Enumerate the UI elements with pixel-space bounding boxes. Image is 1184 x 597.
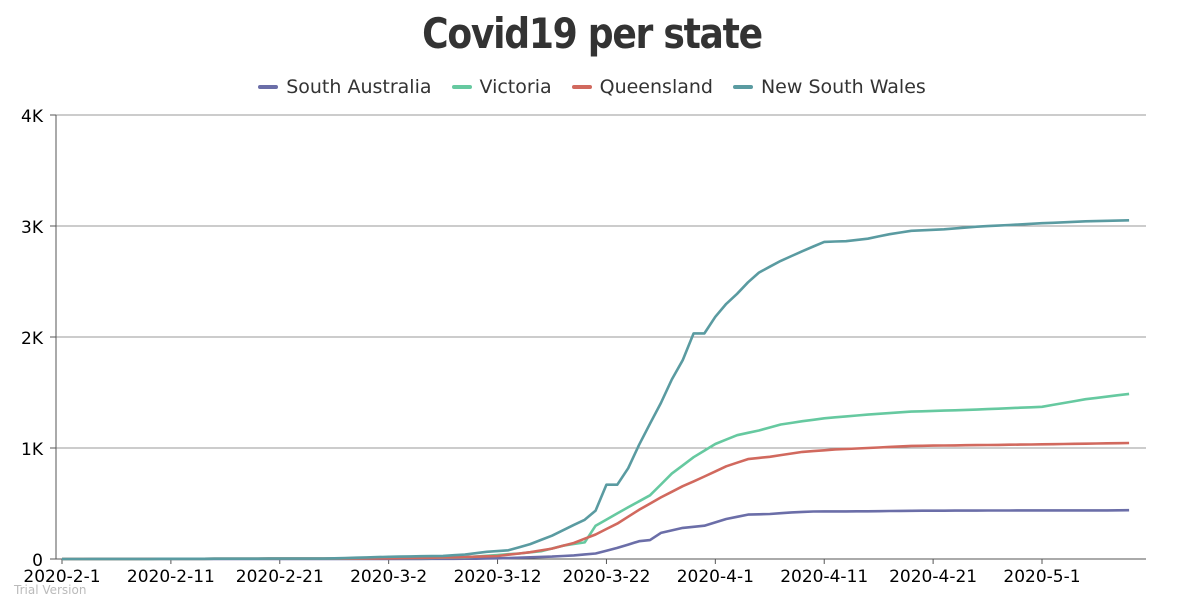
legend-label-south-australia: South Australia bbox=[286, 76, 432, 98]
legend-item-queensland[interactable]: Queensland bbox=[571, 74, 713, 100]
series-line-new-south-wales bbox=[62, 219, 1130, 561]
x-tick-label: 2020-5-1 bbox=[1003, 567, 1080, 587]
legend-item-victoria[interactable]: Victoria bbox=[451, 74, 552, 100]
legend-item-south-australia[interactable]: South Australia bbox=[258, 74, 432, 100]
x-tick-label: 2020-2-11 bbox=[127, 567, 215, 587]
legend-item-new-south-wales[interactable]: New South Wales bbox=[732, 74, 926, 100]
x-tick-label: 2020-4-1 bbox=[677, 567, 754, 587]
x-tick-label: 2020-2-21 bbox=[236, 567, 324, 587]
legend-swatch-new-south-wales bbox=[732, 85, 753, 89]
y-tick-label: 4K bbox=[21, 107, 44, 127]
series-line-queensland bbox=[62, 441, 1130, 561]
legend-swatch-queensland bbox=[571, 85, 592, 89]
watermark: Trial Version bbox=[14, 583, 87, 597]
legend-swatch-victoria bbox=[451, 85, 472, 89]
legend-swatch-south-australia bbox=[258, 85, 279, 89]
x-tick-label: 2020-4-21 bbox=[889, 567, 977, 587]
x-tick-label: 2020-4-11 bbox=[780, 567, 868, 587]
legend: South Australia Victoria Queensland New … bbox=[0, 74, 1184, 100]
axes bbox=[50, 114, 1146, 564]
tick-labels: 0 1K 2K 3K 4K 2020-2-1 2020-2-11 2020-2-21 2020-… bbox=[21, 107, 1081, 587]
gridlines bbox=[56, 114, 1146, 449]
legend-label-new-south-wales: New South Wales bbox=[760, 76, 926, 98]
y-tick-label: 0 bbox=[32, 551, 43, 571]
x-tick-label: 2020-3-12 bbox=[454, 567, 542, 587]
chart-title: Covid19 per state bbox=[422, 9, 763, 58]
series-lines bbox=[62, 219, 1130, 561]
legend-label-victoria: Victoria bbox=[479, 76, 552, 98]
y-tick-label: 3K bbox=[21, 218, 44, 238]
y-tick-label: 1K bbox=[21, 440, 44, 460]
x-tick-label: 2020-3-2 bbox=[350, 567, 427, 587]
legend-label-queensland: Queensland bbox=[599, 76, 713, 98]
y-tick-label: 2K bbox=[21, 329, 44, 349]
x-tick-label: 2020-2-1 bbox=[23, 567, 100, 587]
x-tick-label: 2020-3-22 bbox=[562, 567, 650, 587]
